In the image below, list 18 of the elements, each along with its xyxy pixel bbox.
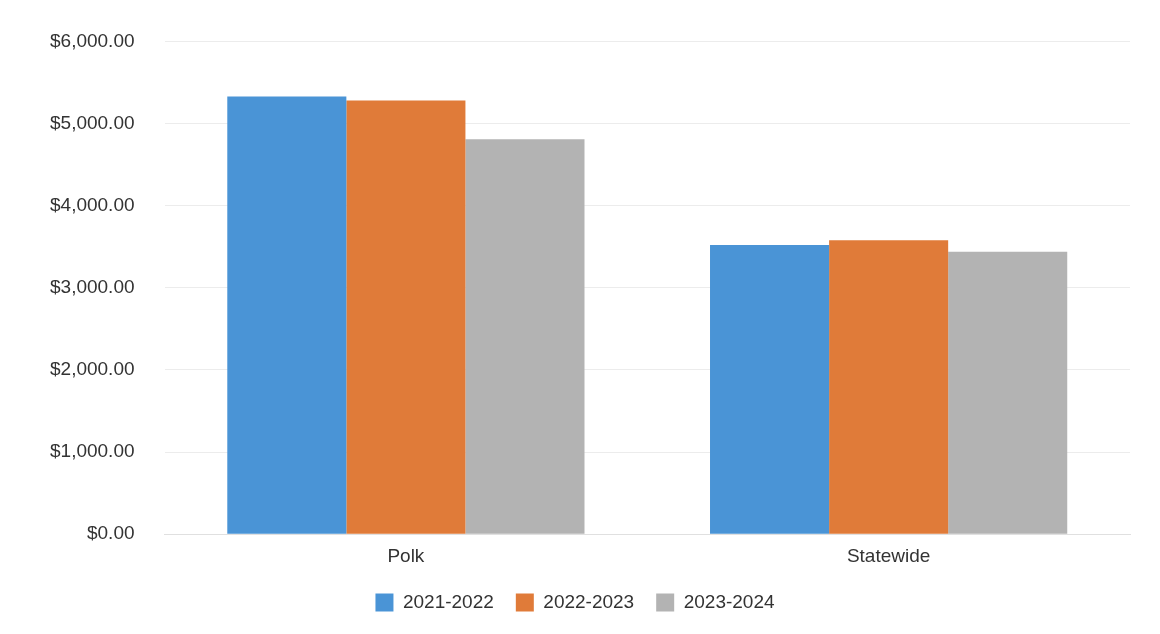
y-tick-label: $0.00	[86, 522, 135, 544]
x-tick-label: Statewide	[846, 544, 931, 566]
bar	[465, 139, 585, 534]
x-tick-label: Polk	[387, 544, 425, 566]
bar	[346, 100, 466, 534]
bar	[710, 245, 830, 534]
legend-label: 2022-2023	[543, 590, 635, 612]
y-tick-label: $5,000.00	[49, 111, 135, 133]
bar	[227, 96, 347, 534]
legend-label: 2023-2024	[683, 590, 775, 612]
y-tick-label: $1,000.00	[49, 440, 135, 462]
bar	[948, 251, 1068, 534]
legend-label: 2021-2022	[402, 590, 494, 612]
y-tick-label: $6,000.00	[49, 29, 135, 51]
y-tick-label: $4,000.00	[49, 193, 135, 215]
bar	[829, 240, 949, 534]
y-tick-label: $3,000.00	[49, 276, 135, 298]
y-tick-label: $2,000.00	[49, 358, 135, 380]
